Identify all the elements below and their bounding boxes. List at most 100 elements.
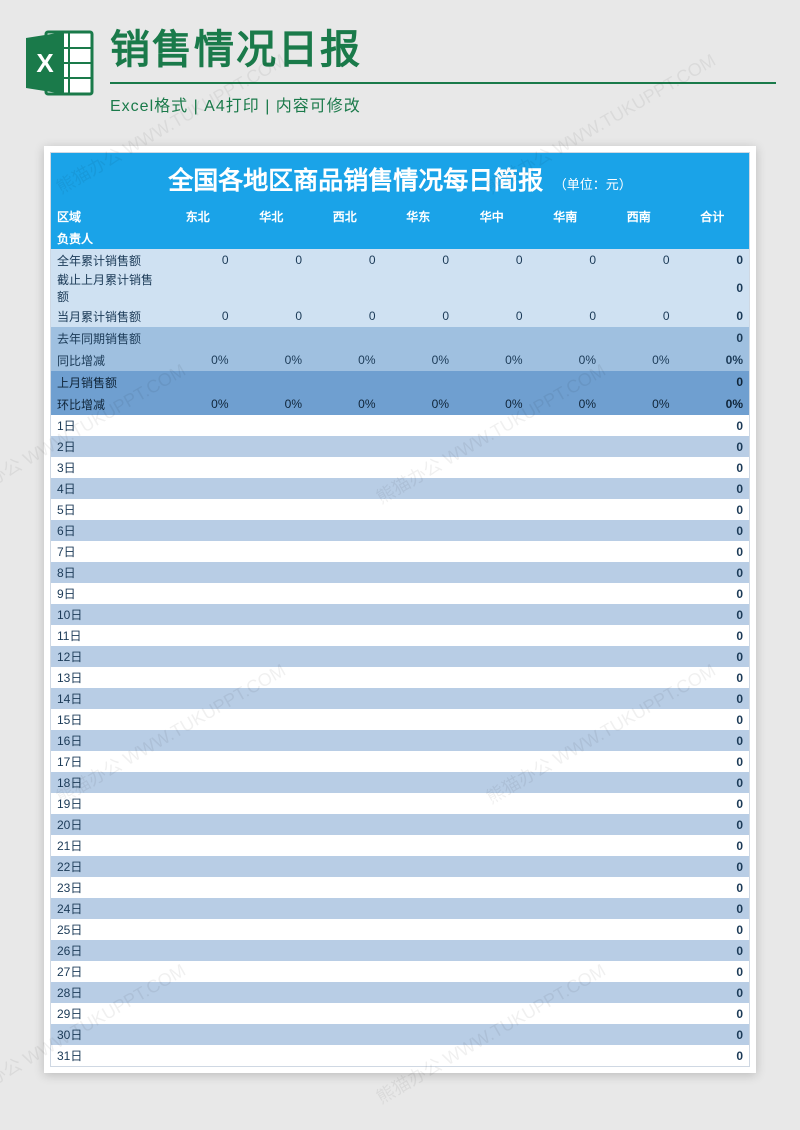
day-cell: 0 xyxy=(676,583,750,604)
day-cell: 0 xyxy=(676,835,750,856)
day-cell: 0 xyxy=(676,646,750,667)
summary-cell: 0 xyxy=(676,371,750,393)
summary-cell: 0% xyxy=(529,349,603,371)
day-cell xyxy=(455,478,529,499)
day-cell xyxy=(382,835,456,856)
day-label: 1日 xyxy=(51,415,161,436)
day-row: 11日0 xyxy=(51,625,749,646)
summary-cell: 0 xyxy=(235,249,309,271)
summary-cell: 0% xyxy=(308,393,382,415)
day-cell xyxy=(529,499,603,520)
day-cell xyxy=(308,940,382,961)
day-label: 2日 xyxy=(51,436,161,457)
day-cell: 0 xyxy=(676,667,750,688)
day-cell xyxy=(235,562,309,583)
day-cell: 0 xyxy=(676,499,750,520)
day-cell: 0 xyxy=(676,520,750,541)
day-cell xyxy=(602,940,676,961)
day-cell xyxy=(455,751,529,772)
summary-cell: 0 xyxy=(382,249,456,271)
day-cell xyxy=(455,457,529,478)
col-person-label: 负责人 xyxy=(51,227,161,249)
day-cell xyxy=(529,604,603,625)
col-region-label: 区域 xyxy=(51,205,161,227)
day-label: 15日 xyxy=(51,709,161,730)
summary-label: 环比增减 xyxy=(51,393,161,415)
day-cell xyxy=(308,583,382,604)
day-cell xyxy=(235,877,309,898)
day-cell xyxy=(455,961,529,982)
day-cell xyxy=(161,772,235,793)
summary-cell xyxy=(602,327,676,349)
summary-row: 全年累计销售额00000000 xyxy=(51,249,749,271)
day-cell xyxy=(161,667,235,688)
day-cell xyxy=(308,772,382,793)
day-cell xyxy=(308,520,382,541)
day-cell xyxy=(235,499,309,520)
day-cell xyxy=(455,583,529,604)
day-row: 27日0 xyxy=(51,961,749,982)
day-cell xyxy=(235,1003,309,1024)
day-cell xyxy=(308,814,382,835)
day-cell xyxy=(382,604,456,625)
summary-label: 同比增减 xyxy=(51,349,161,371)
col-person-blank xyxy=(602,227,676,249)
day-label: 17日 xyxy=(51,751,161,772)
day-cell: 0 xyxy=(676,478,750,499)
day-cell xyxy=(602,625,676,646)
day-cell xyxy=(382,709,456,730)
col-person-blank xyxy=(161,227,235,249)
day-cell xyxy=(529,898,603,919)
day-cell xyxy=(161,415,235,436)
day-row: 25日0 xyxy=(51,919,749,940)
day-cell xyxy=(308,604,382,625)
day-cell xyxy=(455,541,529,562)
summary-cell xyxy=(161,327,235,349)
day-row: 19日0 xyxy=(51,793,749,814)
day-cell xyxy=(235,1045,309,1066)
day-cell xyxy=(382,1024,456,1045)
day-label: 14日 xyxy=(51,688,161,709)
day-cell xyxy=(161,709,235,730)
day-cell xyxy=(455,709,529,730)
day-cell xyxy=(529,1045,603,1066)
day-label: 30日 xyxy=(51,1024,161,1045)
day-cell xyxy=(235,457,309,478)
summary-cell: 0 xyxy=(235,305,309,327)
day-cell xyxy=(602,478,676,499)
day-cell xyxy=(382,688,456,709)
day-cell xyxy=(235,1024,309,1045)
day-cell xyxy=(161,1045,235,1066)
day-cell xyxy=(382,1045,456,1066)
day-cell xyxy=(235,709,309,730)
day-cell xyxy=(161,982,235,1003)
day-row: 30日0 xyxy=(51,1024,749,1045)
day-label: 16日 xyxy=(51,730,161,751)
day-label: 18日 xyxy=(51,772,161,793)
day-cell xyxy=(529,478,603,499)
day-cell xyxy=(161,478,235,499)
day-cell xyxy=(308,541,382,562)
summary-cell xyxy=(235,271,309,305)
day-label: 31日 xyxy=(51,1045,161,1066)
col-person-blank xyxy=(455,227,529,249)
day-cell xyxy=(602,499,676,520)
day-cell xyxy=(382,814,456,835)
day-cell xyxy=(235,541,309,562)
header-row-region: 区域东北华北西北华东华中华南西南合计 xyxy=(51,205,749,227)
day-cell xyxy=(308,1024,382,1045)
summary-cell: 0% xyxy=(676,349,750,371)
day-row: 29日0 xyxy=(51,1003,749,1024)
sheet-unit: （单位：元） xyxy=(554,177,632,192)
day-cell xyxy=(161,835,235,856)
day-cell xyxy=(161,940,235,961)
day-cell xyxy=(308,730,382,751)
day-cell xyxy=(161,646,235,667)
sheet-title-bar: 全国各地区商品销售情况每日简报 （单位：元） xyxy=(51,153,749,205)
day-cell xyxy=(235,478,309,499)
day-cell xyxy=(455,646,529,667)
summary-cell xyxy=(235,371,309,393)
day-label: 29日 xyxy=(51,1003,161,1024)
day-cell xyxy=(529,814,603,835)
day-label: 20日 xyxy=(51,814,161,835)
